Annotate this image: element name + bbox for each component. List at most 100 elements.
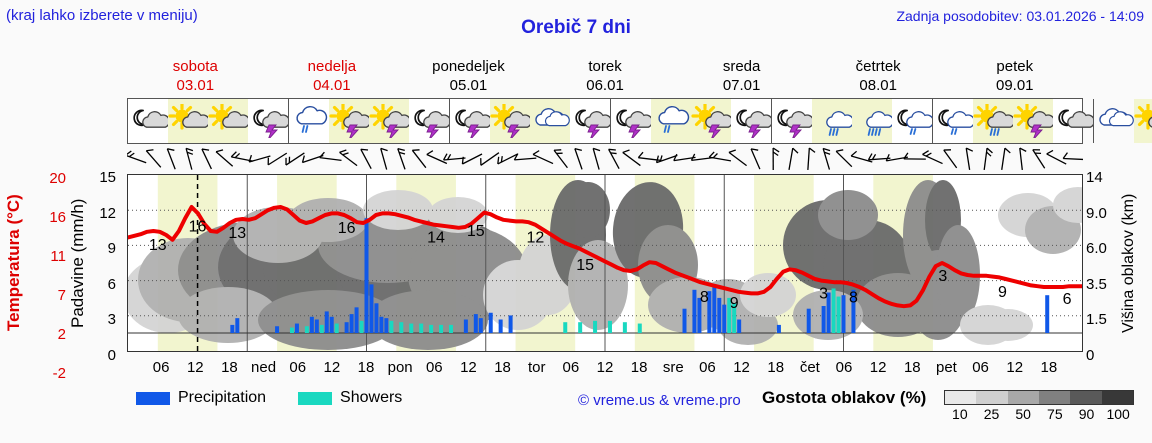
- svg-text:3: 3: [938, 268, 947, 285]
- axis-tick: 9: [107, 241, 116, 257]
- series-legend: Precipitation Showers: [136, 389, 424, 407]
- day-column-četrtek: četrtek 08.01: [810, 57, 947, 97]
- time-tick-label: 18: [903, 359, 921, 376]
- day-name: torek: [588, 58, 622, 75]
- cloud-rain-heavy-icon: [852, 99, 892, 143]
- icon-day-group: [128, 99, 289, 143]
- time-axis-labels: 06 12 18 ned 06 12 18 pon 06 12 18 tor 06 12 18 sre 06 12…: [127, 359, 1083, 379]
- legend-item-showers: Showers: [298, 389, 402, 407]
- cloud-density-tick-label: 75: [1047, 406, 1063, 422]
- axis-tick: 7: [57, 287, 66, 304]
- svg-text:16: 16: [338, 220, 356, 237]
- cloud-density-tick-label: 50: [1015, 406, 1031, 422]
- day-name: četrtek: [855, 58, 901, 75]
- cloud-density-ramp-labels: 10 25 50 75 90 100: [944, 406, 1140, 424]
- temperature-axis-ticks: 20 16 11 7 2 -2: [32, 170, 66, 381]
- weather-icon-strip: [127, 98, 1152, 144]
- time-tick-label: 18: [357, 359, 375, 376]
- time-tick-label: čet: [799, 359, 820, 376]
- sun-cloud-rain-icon: [973, 99, 1013, 143]
- time-tick-label: 12: [186, 359, 204, 376]
- svg-text:15: 15: [576, 257, 594, 274]
- cloud-density-tick-label: 10: [952, 406, 968, 422]
- night-cloud-thunder-icon: [570, 99, 610, 143]
- legend-item-precipitation: Precipitation: [136, 389, 266, 407]
- night-cloud-thunder-icon: [450, 99, 490, 143]
- axis-tick: 0: [1086, 347, 1095, 364]
- sun-cloud-icon: [208, 99, 248, 143]
- axis-tick: 14: [1086, 169, 1103, 186]
- svg-text:13: 13: [228, 225, 246, 242]
- cloud-density-ramp-step: [1070, 391, 1102, 404]
- time-tick-label: 18: [1040, 359, 1058, 376]
- time-tick-label: 06: [699, 359, 716, 376]
- time-tick-label: 06: [835, 359, 853, 376]
- time-tick-label: pon: [387, 359, 413, 376]
- night-cloud-thunder-icon: [772, 99, 812, 143]
- svg-text:12: 12: [527, 230, 545, 247]
- precipitation-swatch: [136, 391, 170, 405]
- axis-tick: 1.5: [1086, 311, 1107, 329]
- night-cloud-thunder-icon: [409, 99, 449, 143]
- time-tick-label: 06: [562, 359, 580, 376]
- axis-tick: 12: [99, 205, 116, 221]
- day-column-ponedeljek: ponedeljek 05.01: [400, 57, 537, 97]
- cloud-rain-icon: [812, 99, 852, 143]
- showers-legend-label: Showers: [340, 389, 403, 406]
- sun-cloud-thunder-icon: [490, 99, 530, 143]
- precipitation-axis-title: Padavine (mm/h): [68, 198, 87, 328]
- axis-tick: 9.0: [1086, 204, 1107, 222]
- sun-cloud-thunder-icon: [1013, 99, 1053, 143]
- axis-tick: 0: [107, 348, 116, 363]
- svg-text:14: 14: [427, 230, 445, 247]
- time-tick-label: tor: [527, 359, 546, 376]
- cloud-density-ramp-step: [1007, 391, 1039, 404]
- icon-day-group: [1094, 99, 1152, 143]
- cloud-density-tick-label: 100: [1106, 406, 1130, 422]
- cloud-density-ramp-step: [1101, 391, 1133, 404]
- night-cloudy-icon: [128, 99, 168, 143]
- copyright-credit[interactable]: © vreme.us & vreme.pro: [578, 392, 741, 409]
- page-title: Orebič 7 dni: [521, 17, 631, 38]
- day-name: ponedeljek: [432, 58, 505, 75]
- day-name: sreda: [722, 58, 761, 75]
- night-cloud-drizzle-icon: [933, 99, 973, 143]
- time-tick-label: 06: [972, 359, 989, 376]
- axis-tick: 20: [49, 170, 66, 187]
- cloud-drizzle-icon: [289, 99, 329, 143]
- axis-tick: 2: [57, 326, 66, 343]
- time-tick-label: 12: [869, 359, 887, 376]
- svg-text:8: 8: [700, 289, 709, 306]
- axis-tick: 11: [50, 248, 66, 265]
- showers-bars: [275, 288, 841, 333]
- precipitation-bars: [230, 218, 1050, 333]
- showers-swatch: [298, 391, 333, 405]
- svg-text:9: 9: [998, 284, 1007, 301]
- sun-cloud-thunder-icon: [369, 99, 409, 143]
- axis-tick: 16: [49, 209, 66, 226]
- svg-text:16: 16: [189, 218, 207, 235]
- day-column-torek: torek 06.01: [537, 57, 674, 97]
- sun-cloud-thunder-icon: [329, 99, 369, 143]
- axis-tick: 3: [107, 312, 116, 328]
- night-cloud-drizzle-icon: [892, 99, 932, 143]
- time-tick-label: sre: [662, 359, 684, 376]
- time-tick-label: 18: [221, 359, 238, 376]
- cloud-density-ramp-step: [1038, 391, 1071, 404]
- day-date: 06.01: [586, 77, 624, 94]
- cloud-height-axis-title: Višina oblakov (km): [1120, 193, 1137, 333]
- time-tick-label: 12: [733, 359, 750, 376]
- day-name: petek: [996, 58, 1034, 75]
- axis-tick: 6.0: [1086, 240, 1107, 258]
- night-cloud-thunder-icon: [731, 99, 771, 143]
- day-column-petek: petek 09.01: [946, 57, 1083, 97]
- time-tick-label: 06: [152, 359, 170, 376]
- day-date: 05.01: [449, 77, 488, 94]
- time-tick-label: 12: [1006, 359, 1024, 376]
- axis-tick: 15: [99, 170, 116, 185]
- forecast-plot: 13 16 13 16 14 15 12 15 8 9 3 8 3 9 6: [127, 174, 1083, 352]
- precipitation-legend-label: Precipitation: [178, 389, 267, 406]
- cloud-icon: [1094, 99, 1134, 143]
- day-date: 09.01: [995, 77, 1034, 94]
- day-date: 07.01: [722, 77, 761, 94]
